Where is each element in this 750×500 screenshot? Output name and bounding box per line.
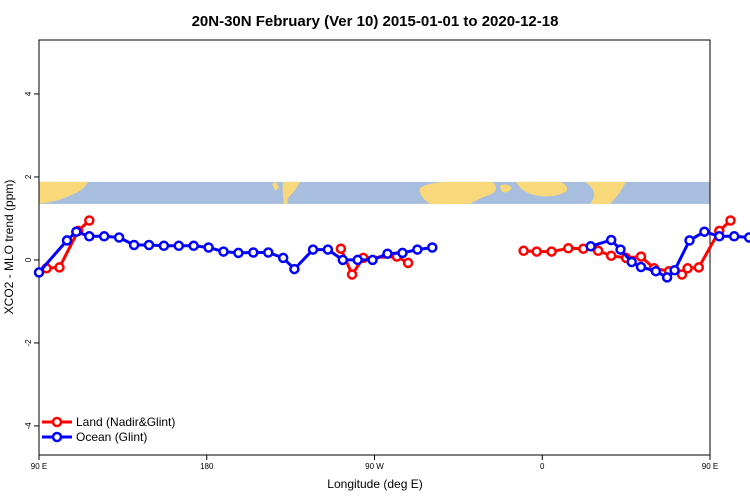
data-point (173, 240, 185, 252)
data-point (693, 262, 705, 273)
data-point (277, 252, 289, 264)
data-point (626, 256, 637, 268)
data-point (337, 254, 349, 266)
data-point (84, 215, 95, 226)
data-point (728, 231, 740, 242)
legend: Land (Nadir&Glint) Ocean (Glint) (42, 415, 175, 444)
data-point (635, 261, 647, 273)
x-tick-label: 180 (200, 462, 214, 471)
data-point (402, 257, 414, 269)
data-point (650, 265, 662, 277)
legend-ocean-marker (51, 431, 63, 443)
data-point (158, 240, 170, 252)
data-point (335, 243, 347, 254)
data-point (188, 240, 199, 252)
legend-ocean-label: Ocean (Glint) (76, 430, 147, 444)
data-point (248, 247, 259, 258)
data-point (605, 250, 617, 262)
data-point (203, 242, 214, 253)
data-point (661, 272, 673, 283)
data-point (725, 215, 736, 226)
data-point (669, 265, 680, 276)
chart-title: 20N-30N February (Ver 10) 2015-01-01 to … (192, 13, 559, 30)
data-point (233, 247, 244, 259)
data-point (699, 226, 710, 237)
data-point (563, 243, 574, 254)
data-point (546, 246, 557, 257)
x-tick-label: 0 (540, 462, 545, 471)
x-tick-label: 90 E (702, 462, 718, 471)
data-point (518, 245, 529, 257)
data-point (263, 247, 274, 258)
data-point (218, 246, 229, 257)
legend-land-marker (51, 416, 63, 428)
data-point (743, 232, 750, 243)
x-axis-label: Longitude (deg E) (327, 477, 422, 491)
data-point (33, 267, 45, 278)
y-tick-label: 4 (24, 91, 33, 96)
legend-land-label: Land (Nadir&Glint) (76, 415, 175, 429)
data-point (307, 244, 319, 255)
x-tick-label: 90 E (31, 462, 47, 471)
data-point (412, 244, 423, 255)
y-tick-label: 2 (24, 174, 33, 179)
data-point (54, 262, 65, 273)
data-point (61, 235, 73, 246)
data-point (367, 254, 378, 266)
data-point (615, 244, 626, 255)
data-point (605, 234, 617, 246)
data-point (382, 248, 393, 259)
data-point (143, 239, 155, 251)
data-point (676, 269, 688, 280)
data-point (585, 241, 596, 252)
data-point (592, 245, 604, 257)
data-point (352, 254, 363, 266)
data-point (84, 231, 95, 242)
data-point (397, 247, 408, 259)
data-point (682, 263, 693, 274)
y-tick-label: -4 (24, 422, 33, 430)
data-point (128, 239, 140, 251)
data-point (346, 269, 358, 280)
data-point (531, 246, 542, 257)
series-ocean (33, 226, 750, 283)
data-point (635, 251, 647, 262)
y-axis: -4 -2 0 2 4 (24, 91, 39, 430)
data-point (427, 242, 438, 253)
x-tick-label: 90 W (365, 462, 384, 471)
data-point (714, 231, 725, 242)
y-tick-label: 0 (24, 257, 33, 262)
y-tick-label: -2 (24, 339, 33, 347)
data-point (71, 226, 82, 237)
data-point (113, 232, 125, 243)
data-point (322, 244, 334, 255)
data-point (98, 231, 110, 242)
plot-frame (38, 39, 711, 456)
world-map-band (39, 181, 710, 204)
data-point (289, 263, 300, 275)
series-layer (33, 215, 750, 283)
y-axis-label: XCO2 - MLO trend (ppm) (2, 180, 16, 315)
data-point (684, 235, 695, 246)
